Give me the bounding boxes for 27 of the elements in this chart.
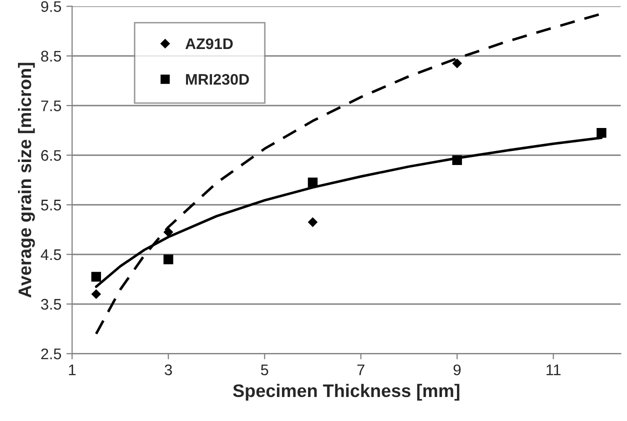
y-tick-label: 5.5 — [41, 200, 62, 210]
point — [163, 254, 174, 264]
point — [596, 128, 606, 138]
legend-label: MRI230D — [186, 74, 249, 85]
y-tick-label: 9.5 — [41, 1, 62, 12]
x-tick-label: 5 — [260, 364, 268, 376]
y-tick-label: 8.5 — [41, 50, 62, 62]
point — [452, 58, 462, 68]
x-tick-label: 7 — [357, 364, 364, 376]
x-axis-title: Specimen Thickness [mm] — [233, 384, 460, 401]
y-axis-title: Average grain size [micron] — [18, 62, 35, 298]
y-tick-label: 3.5 — [41, 298, 62, 310]
point — [308, 178, 318, 188]
point — [91, 272, 102, 282]
x-tick-label: 3 — [164, 364, 172, 376]
point — [163, 227, 174, 237]
y-tick-label: 4.5 — [40, 249, 62, 260]
x-tick-label: 9 — [454, 364, 461, 376]
legend-label: AZ91D — [185, 38, 233, 50]
point — [308, 217, 318, 228]
point — [452, 155, 462, 165]
y-tick-label: 7.5 — [41, 100, 62, 112]
x-tick-label: 1 — [69, 364, 76, 376]
x-tick-label: 11 — [546, 364, 561, 376]
y-tick-label: 2.5 — [41, 348, 62, 360]
y-tick-label: 6.5 — [41, 150, 62, 161]
point — [91, 289, 102, 300]
